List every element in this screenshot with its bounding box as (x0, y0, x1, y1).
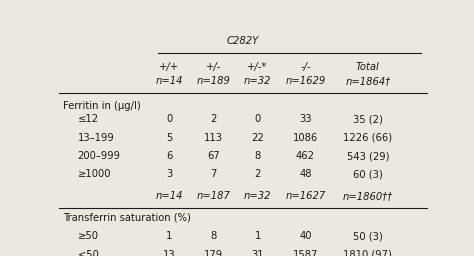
Text: 13: 13 (163, 250, 176, 256)
Text: <50: <50 (78, 250, 99, 256)
Text: -/-: -/- (300, 62, 310, 72)
Text: 5: 5 (166, 133, 173, 143)
Text: 0: 0 (166, 114, 173, 124)
Text: 1587: 1587 (292, 250, 318, 256)
Text: 31: 31 (251, 250, 264, 256)
Text: 48: 48 (299, 169, 311, 179)
Text: 67: 67 (207, 151, 220, 161)
Text: 60 (3): 60 (3) (353, 169, 383, 179)
Text: 22: 22 (251, 133, 264, 143)
Text: 543 (29): 543 (29) (346, 151, 389, 161)
Text: Transferrin saturation (%): Transferrin saturation (%) (63, 212, 191, 222)
Text: 50 (3): 50 (3) (353, 231, 383, 241)
Text: 8: 8 (255, 151, 261, 161)
Text: n=189: n=189 (197, 76, 230, 86)
Text: 2: 2 (210, 114, 217, 124)
Text: 40: 40 (299, 231, 311, 241)
Text: +/-: +/- (206, 62, 221, 72)
Text: 1810 (97): 1810 (97) (343, 250, 392, 256)
Text: +/-*: +/-* (247, 62, 268, 72)
Text: C282Y: C282Y (227, 36, 259, 46)
Text: 1226 (66): 1226 (66) (343, 133, 392, 143)
Text: 113: 113 (204, 133, 223, 143)
Text: ≤12: ≤12 (78, 114, 99, 124)
Text: 6: 6 (166, 151, 173, 161)
Text: n=32: n=32 (244, 191, 272, 201)
Text: Ferritin in (μg/l): Ferritin in (μg/l) (63, 101, 141, 111)
Text: n=1860††: n=1860†† (343, 191, 393, 201)
Text: 3: 3 (166, 169, 173, 179)
Text: 8: 8 (210, 231, 217, 241)
Text: n=1629: n=1629 (285, 76, 326, 86)
Text: +/+: +/+ (159, 62, 180, 72)
Text: n=14: n=14 (155, 76, 183, 86)
Text: 35 (2): 35 (2) (353, 114, 383, 124)
Text: 200–999: 200–999 (78, 151, 120, 161)
Text: n=14: n=14 (155, 191, 183, 201)
Text: Total: Total (356, 62, 380, 72)
Text: 1086: 1086 (293, 133, 318, 143)
Text: ≥1000: ≥1000 (78, 169, 111, 179)
Text: 1: 1 (166, 231, 173, 241)
Text: 1: 1 (255, 231, 261, 241)
Text: 462: 462 (296, 151, 315, 161)
Text: ≥50: ≥50 (78, 231, 99, 241)
Text: n=32: n=32 (244, 76, 272, 86)
Text: 2: 2 (255, 169, 261, 179)
Text: n=187: n=187 (197, 191, 230, 201)
Text: 13–199: 13–199 (78, 133, 114, 143)
Text: n=1627: n=1627 (285, 191, 326, 201)
Text: n=1864†: n=1864† (345, 76, 391, 86)
Text: 0: 0 (255, 114, 261, 124)
Text: 179: 179 (204, 250, 223, 256)
Text: 33: 33 (299, 114, 311, 124)
Text: 7: 7 (210, 169, 217, 179)
